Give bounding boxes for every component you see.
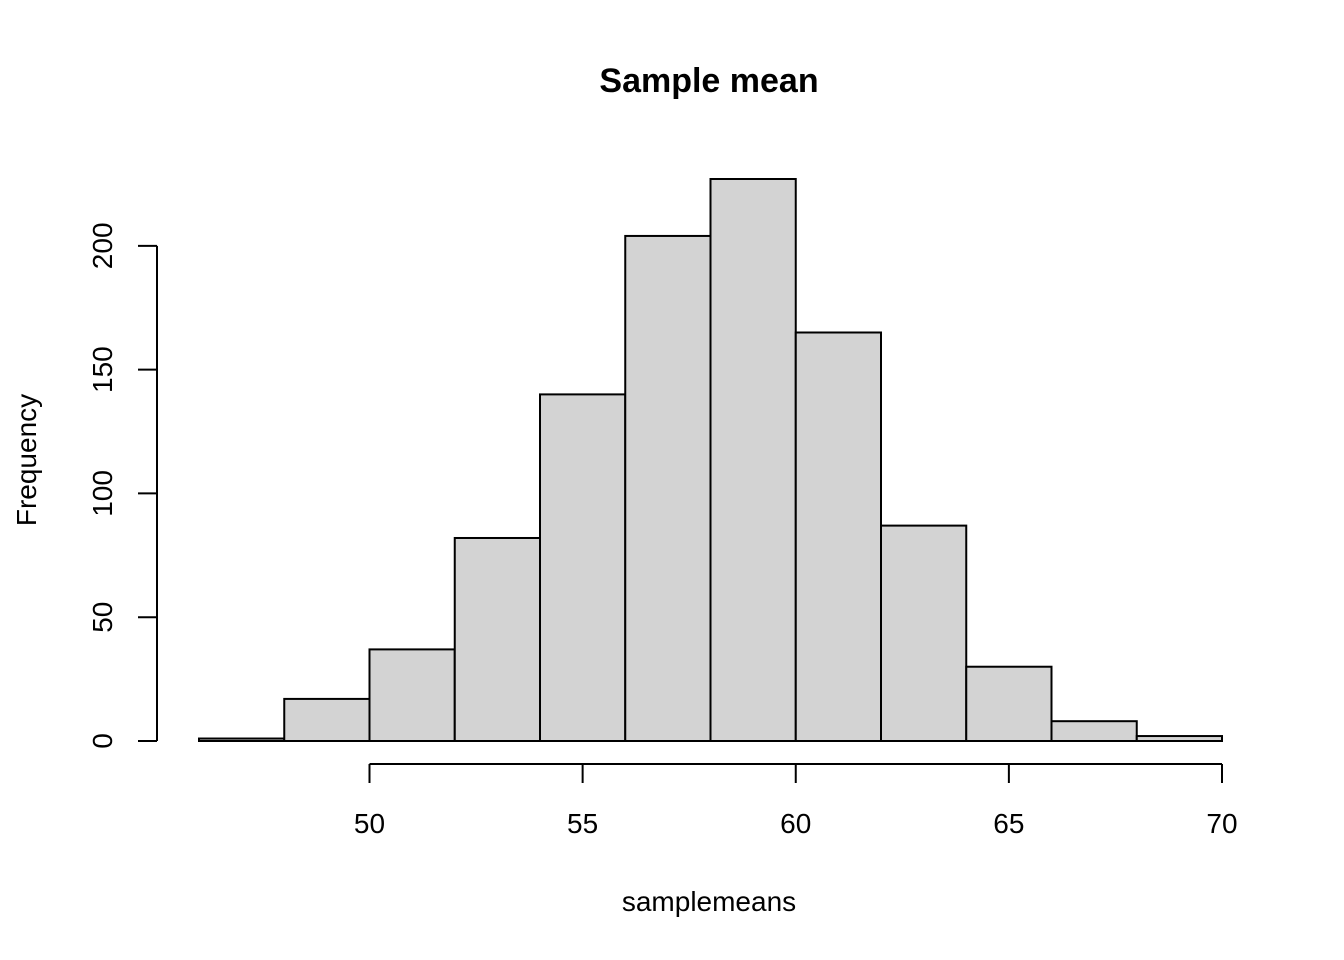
histogram-bar — [283, 697, 371, 742]
y-tick-label: 200 — [87, 222, 118, 269]
y-tick-label: 150 — [87, 346, 118, 393]
histogram-bar — [1135, 735, 1223, 743]
chart-title: Sample mean — [599, 62, 818, 100]
x-axis: 50 55 60 65 70 — [354, 763, 1238, 839]
x-tick-label: 70 — [1206, 808, 1237, 839]
y-tick-label: 100 — [87, 470, 118, 517]
y-tick-label: 0 — [87, 733, 118, 749]
histogram-bar — [709, 178, 797, 742]
x-axis-label: samplemeans — [622, 886, 796, 917]
x-tick-label: 60 — [780, 808, 811, 839]
x-tick-label: 50 — [354, 808, 385, 839]
x-tick-label: 55 — [567, 808, 598, 839]
histogram-bar — [965, 665, 1053, 742]
y-tick-label: 50 — [87, 602, 118, 633]
histogram-bar — [1050, 720, 1138, 743]
x-tick-label: 65 — [993, 808, 1024, 839]
histogram-bar — [880, 524, 968, 742]
histogram-bar — [368, 648, 456, 743]
bars-group — [198, 178, 1223, 743]
histogram-bar — [198, 737, 286, 743]
histogram-bar — [794, 331, 882, 742]
y-axis-label: Frequency — [11, 394, 42, 526]
histogram-bar — [453, 536, 541, 742]
y-axis: 0 50 100 150 200 — [87, 222, 158, 749]
histogram-bar — [539, 393, 627, 742]
histogram-bar — [624, 234, 712, 743]
